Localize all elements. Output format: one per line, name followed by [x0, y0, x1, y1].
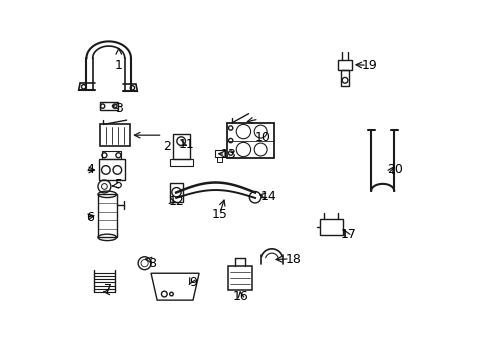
Bar	[218, 157, 222, 162]
Bar	[170, 159, 193, 166]
Text: 13: 13	[221, 148, 237, 161]
Text: 17: 17	[341, 228, 357, 241]
Bar	[227, 123, 274, 158]
Bar	[100, 102, 118, 110]
Text: 9: 9	[189, 276, 197, 289]
Bar	[319, 220, 343, 234]
Text: 20: 20	[387, 163, 403, 176]
Text: 8: 8	[148, 257, 156, 270]
Text: 6: 6	[86, 211, 94, 224]
Bar	[338, 59, 352, 69]
Text: 18: 18	[286, 253, 301, 266]
Text: 19: 19	[362, 59, 378, 72]
Text: 12: 12	[169, 195, 185, 208]
Text: 15: 15	[212, 208, 228, 221]
Text: 2: 2	[163, 140, 171, 153]
Text: 14: 14	[260, 190, 276, 203]
Bar	[228, 266, 252, 291]
Bar	[100, 125, 130, 146]
Text: 11: 11	[179, 138, 195, 151]
Text: 16: 16	[233, 290, 248, 303]
Bar	[101, 151, 122, 159]
Text: 4: 4	[86, 163, 94, 176]
Text: 3: 3	[115, 102, 122, 115]
Bar	[172, 134, 190, 159]
Bar	[98, 194, 117, 237]
Bar	[170, 183, 183, 202]
Text: 10: 10	[254, 131, 270, 144]
Bar	[98, 159, 124, 180]
Text: 5: 5	[115, 178, 123, 191]
Text: 7: 7	[104, 283, 112, 296]
Bar	[215, 150, 225, 157]
Text: 1: 1	[115, 59, 122, 72]
Bar	[341, 69, 349, 86]
